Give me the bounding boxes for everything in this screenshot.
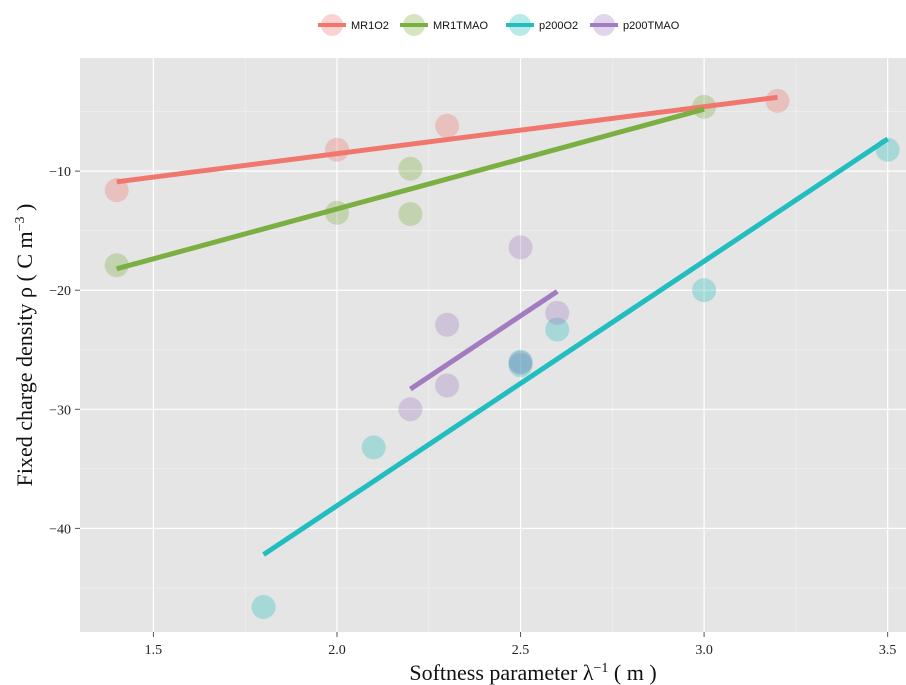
legend-label: MR1O2	[351, 20, 389, 32]
data-point	[545, 317, 570, 342]
y-tick-label: −20	[49, 284, 71, 299]
y-axis-title: Fixed charge density ρ ( C m−3 )	[12, 204, 37, 487]
x-axis-title: Softness parameter λ−1 ( m )	[409, 660, 656, 685]
fit-line	[116, 106, 705, 272]
data-point	[692, 278, 717, 303]
data-point	[508, 235, 533, 260]
x-tick-label: 3.5	[879, 643, 897, 658]
data-point	[324, 137, 349, 162]
axes: 1.5 2.0 2.5 3.0 3.5 −10 −20 −30 −40	[49, 165, 896, 658]
data-point	[508, 350, 533, 375]
data-point	[398, 202, 423, 227]
data-point	[435, 113, 460, 138]
data-point	[251, 594, 276, 619]
fit-line	[116, 94, 778, 185]
data-point	[435, 312, 460, 337]
fit-line	[262, 136, 890, 557]
legend-label: MR1TMAO	[433, 20, 488, 32]
data-point	[508, 353, 533, 378]
fit-lines	[116, 94, 890, 557]
x-tick-label: 3.0	[695, 643, 713, 658]
x-tick-label: 2.0	[328, 643, 346, 658]
y-tick-label: −30	[49, 403, 71, 418]
legend: MR1O2 MR1TMAO p200O2 p200TMAO	[318, 14, 680, 36]
data-point	[508, 349, 533, 374]
plot-panel	[80, 58, 906, 632]
data-point	[765, 88, 790, 113]
data-point	[435, 373, 460, 398]
data-point	[545, 300, 570, 325]
axis-labels: Softness parameter λ−1 ( m ) Fixed charge…	[12, 204, 657, 685]
y-tick-label: −40	[49, 522, 71, 537]
data-point	[104, 178, 129, 203]
fit-line	[409, 289, 559, 392]
data-point	[104, 253, 129, 278]
x-tick-label: 2.5	[512, 643, 530, 658]
legend-label: p200TMAO	[623, 20, 680, 32]
legend-label: p200O2	[539, 20, 578, 32]
data-point	[398, 156, 423, 181]
grid	[80, 58, 906, 632]
y-tick-label: −10	[49, 165, 71, 180]
x-tick-label: 1.5	[145, 643, 163, 658]
data-point	[361, 435, 386, 460]
data-point	[398, 397, 423, 422]
